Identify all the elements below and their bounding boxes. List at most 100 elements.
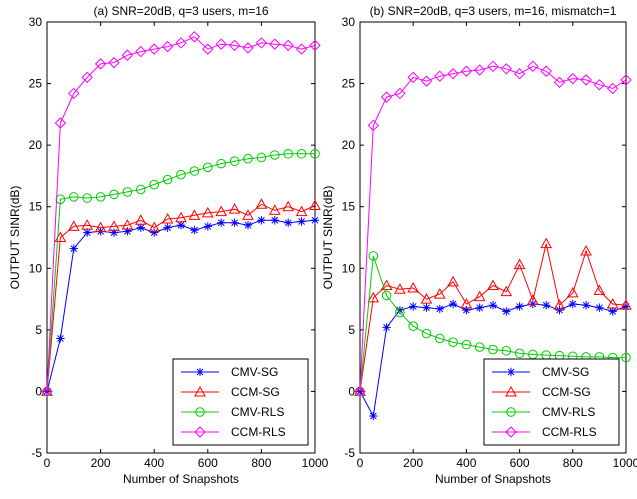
data-point-ccm-rls bbox=[527, 60, 539, 73]
data-point-ccm-rls bbox=[460, 65, 473, 77]
data-point-ccm-sg bbox=[295, 205, 308, 217]
data-point-ccm-rls bbox=[447, 68, 459, 80]
data-point-cmv-sg bbox=[475, 303, 484, 312]
data-point-ccm-rls bbox=[567, 72, 579, 85]
data-point-ccm-sg bbox=[175, 211, 187, 223]
data-point-ccm-sg bbox=[540, 237, 553, 249]
series-cmv-rls bbox=[42, 148, 320, 397]
data-point-cmv-sg bbox=[284, 218, 293, 227]
data-point-cmv-sg bbox=[595, 303, 604, 312]
data-point-cmv-sg bbox=[230, 218, 239, 227]
y-tick-label: 25 bbox=[29, 77, 43, 91]
data-point-ccm-sg bbox=[380, 279, 393, 291]
x-axis-label: Number of Snapshots bbox=[435, 472, 551, 486]
series-line-ccm-sg bbox=[359, 243, 627, 392]
data-point-ccm-sg bbox=[620, 299, 632, 310]
data-point-cmv-rls bbox=[69, 192, 79, 202]
data-point-ccm-sg bbox=[242, 209, 254, 220]
data-point-ccm-sg bbox=[447, 275, 459, 287]
data-point-cmv-rls bbox=[488, 344, 498, 355]
legend-label-ccm-sg: CCM-SG bbox=[231, 385, 280, 399]
data-point-ccm-rls bbox=[228, 39, 241, 52]
y-tick-label: 20 bbox=[29, 138, 43, 152]
data-point-ccm-rls bbox=[269, 38, 281, 50]
legend-label-cmv-sg: CMV-SG bbox=[542, 365, 589, 379]
data-point-ccm-sg bbox=[473, 290, 486, 302]
data-point-cmv-rls bbox=[243, 153, 253, 164]
data-point-cmv-sg bbox=[409, 302, 418, 311]
data-point-cmv-sg bbox=[310, 216, 320, 225]
data-point-ccm-sg bbox=[433, 288, 446, 299]
data-point-ccm-sg bbox=[67, 220, 80, 231]
data-point-ccm-rls bbox=[121, 49, 134, 61]
legend-marker-cmv-rls bbox=[506, 407, 516, 417]
data-point-cmv-rls bbox=[310, 148, 320, 159]
data-point-ccm-rls bbox=[295, 43, 308, 55]
data-point-cmv-sg bbox=[150, 228, 159, 237]
data-point-ccm-sg bbox=[553, 299, 566, 310]
data-point-cmv-sg bbox=[203, 222, 212, 231]
data-point-ccm-sg bbox=[121, 219, 134, 230]
x-tick-label: 400 bbox=[144, 456, 164, 470]
data-point-ccm-rls bbox=[202, 43, 214, 55]
y-axis-label: OUTPUT SINR(dB) bbox=[8, 186, 22, 290]
data-point-cmv-rls bbox=[109, 189, 119, 200]
data-point-ccm-sg bbox=[460, 297, 473, 309]
data-point-cmv-rls bbox=[203, 162, 213, 173]
data-point-cmv-rls bbox=[95, 192, 106, 202]
legend-label-ccm-rls: CCM-RLS bbox=[231, 425, 286, 439]
data-point-cmv-sg bbox=[515, 302, 524, 311]
data-point-cmv-rls bbox=[514, 348, 525, 359]
data-point-cmv-sg bbox=[355, 387, 365, 396]
x-axis-label: Number of Snapshots bbox=[123, 472, 239, 486]
data-point-cmv-rls bbox=[189, 166, 200, 176]
data-point-cmv-rls bbox=[421, 328, 432, 339]
data-point-ccm-rls bbox=[420, 75, 433, 87]
data-point-ccm-rls bbox=[606, 82, 619, 95]
data-point-cmv-rls bbox=[122, 187, 133, 197]
data-point-ccm-rls bbox=[580, 74, 592, 86]
data-point-cmv-sg bbox=[621, 302, 631, 311]
data-point-ccm-sg bbox=[527, 294, 539, 305]
data-point-ccm-sg bbox=[566, 286, 579, 298]
y-tick-label: -5 bbox=[31, 446, 42, 460]
data-point-ccm-sg bbox=[394, 283, 406, 294]
legend-marker-ccm-sg bbox=[505, 385, 517, 397]
data-point-ccm-sg bbox=[94, 221, 107, 233]
series-ccm-rls bbox=[41, 31, 321, 398]
data-point-ccm-sg bbox=[148, 221, 161, 233]
data-point-cmv-sg bbox=[163, 223, 172, 232]
data-point-ccm-rls bbox=[188, 31, 201, 43]
data-point-cmv-sg bbox=[435, 304, 444, 314]
y-tick-label: 5 bbox=[35, 323, 42, 337]
data-point-cmv-sg bbox=[369, 411, 378, 421]
legend-label-cmv-rls: CMV-RLS bbox=[231, 405, 284, 419]
y-tick-label: 0 bbox=[35, 384, 42, 398]
data-point-ccm-rls bbox=[68, 87, 80, 100]
data-point-ccm-rls bbox=[215, 38, 227, 50]
series-ccm-sg bbox=[354, 237, 632, 396]
data-point-cmv-rls bbox=[501, 345, 512, 356]
data-point-cmv-sg bbox=[243, 220, 253, 230]
x-tick-label: 200 bbox=[403, 456, 423, 470]
data-point-ccm-sg bbox=[81, 219, 94, 230]
data-point-cmv-sg bbox=[395, 305, 405, 315]
data-point-ccm-rls bbox=[148, 43, 160, 55]
data-point-ccm-rls bbox=[94, 58, 107, 70]
data-point-cmv-rls bbox=[381, 290, 392, 301]
data-point-ccm-rls bbox=[367, 119, 380, 132]
legend-marker-ccm-sg bbox=[194, 385, 206, 397]
data-point-ccm-rls bbox=[41, 385, 53, 398]
data-point-cmv-rls bbox=[136, 184, 146, 195]
legend-marker-cmv-sg bbox=[195, 367, 205, 377]
data-point-cmv-sg bbox=[190, 225, 199, 235]
data-point-ccm-rls bbox=[54, 117, 67, 129]
data-point-cmv-sg bbox=[176, 220, 186, 230]
data-point-ccm-rls bbox=[540, 65, 552, 77]
x-tick-label: 600 bbox=[510, 456, 530, 470]
data-point-ccm-rls bbox=[242, 42, 254, 54]
data-point-cmv-rls bbox=[176, 169, 186, 180]
data-point-cmv-rls bbox=[149, 179, 159, 190]
data-point-cmv-rls bbox=[82, 193, 92, 203]
